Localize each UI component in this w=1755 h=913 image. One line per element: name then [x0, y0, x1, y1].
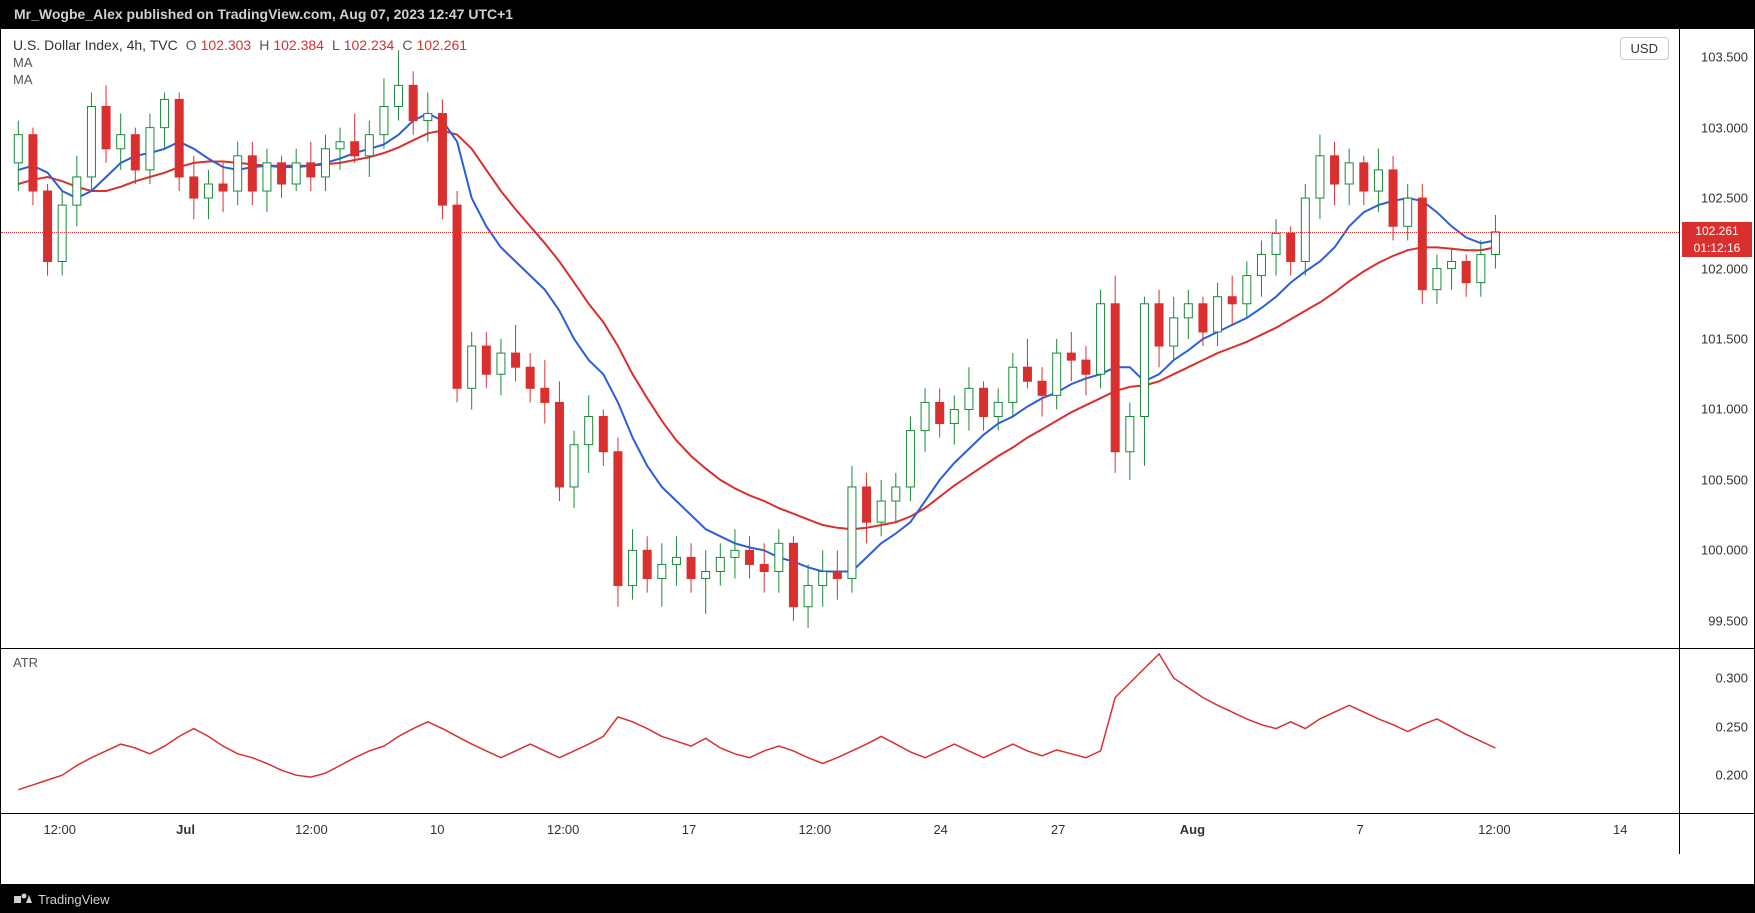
current-price-badge: 102.261 — [1682, 222, 1752, 240]
main-price-chart[interactable]: U.S. Dollar Index, 4h, TVC O 102.303 H 1… — [1, 29, 1679, 649]
atr-svg — [1, 649, 1679, 814]
time-tick: 10 — [430, 822, 444, 837]
time-tick: 24 — [933, 822, 947, 837]
atr-tick: 0.250 — [1715, 719, 1748, 734]
tradingview-logo-icon — [14, 893, 32, 905]
chart-container: U.S. Dollar Index, 4h, TVC O 102.303 H 1… — [0, 28, 1755, 885]
publish-text: Mr_Wogbe_Alex published on TradingView.c… — [14, 6, 513, 22]
time-tick: 14 — [1613, 822, 1627, 837]
footer-bar: TradingView — [0, 885, 1755, 913]
time-tick: 17 — [682, 822, 696, 837]
time-tick: 12:00 — [547, 822, 580, 837]
atr-tick: 0.200 — [1715, 768, 1748, 783]
price-tick: 100.500 — [1701, 472, 1748, 487]
time-tick: Aug — [1180, 822, 1205, 837]
publish-header: Mr_Wogbe_Alex published on TradingView.c… — [0, 0, 1755, 28]
time-tick: 12:00 — [295, 822, 328, 837]
time-tick: Jul — [176, 822, 195, 837]
ohlc-h-value: 102.384 — [273, 37, 324, 53]
candlestick-svg — [1, 29, 1679, 649]
price-tick: 103.500 — [1701, 50, 1748, 65]
current-price-line — [1, 232, 1679, 233]
symbol-title: U.S. Dollar Index, 4h, TVC — [13, 37, 178, 53]
price-tick: 102.000 — [1701, 261, 1748, 276]
atr-indicator-chart[interactable]: ATR — [1, 649, 1679, 814]
time-tick: 27 — [1051, 822, 1065, 837]
ohlc-l-value: 102.234 — [344, 37, 395, 53]
price-tick: 101.000 — [1701, 402, 1748, 417]
ohlc-c-value: 102.261 — [416, 37, 467, 53]
time-axis-corner — [1679, 814, 1754, 854]
time-axis[interactable]: 12:00 Jul 12:00 10 12:00 17 12:00 24 27 Aug 7 12:00… — [1, 814, 1679, 854]
time-tick: 12:00 — [1478, 822, 1511, 837]
price-axis[interactable]: 99.500 100.000 100.500 101.000 101.500 102.00… — [1679, 29, 1754, 649]
ohlc-o-label: O — [186, 37, 197, 53]
atr-axis[interactable]: 0.200 0.250 0.300 — [1679, 649, 1754, 814]
ohlc-c-label: C — [402, 37, 412, 53]
price-tick: 99.500 — [1708, 613, 1748, 628]
chart-legend: U.S. Dollar Index, 4h, TVC O 102.303 H 1… — [13, 37, 467, 89]
time-tick: 12:00 — [799, 822, 832, 837]
ohlc-h-label: H — [259, 37, 269, 53]
ma1-label: MA — [13, 55, 33, 70]
time-tick: 7 — [1357, 822, 1364, 837]
price-tick: 103.000 — [1701, 120, 1748, 135]
currency-badge[interactable]: USD — [1620, 37, 1669, 60]
countdown-badge: 01:12:16 — [1682, 239, 1752, 257]
ohlc-o-value: 102.303 — [201, 37, 252, 53]
price-tick: 101.500 — [1701, 332, 1748, 347]
atr-tick: 0.300 — [1715, 671, 1748, 686]
price-tick: 100.000 — [1701, 543, 1748, 558]
ohlc-l-label: L — [332, 37, 340, 53]
tradingview-logo-text: TradingView — [38, 892, 110, 907]
price-tick: 102.500 — [1701, 191, 1748, 206]
atr-label: ATR — [13, 655, 38, 670]
time-tick: 12:00 — [43, 822, 76, 837]
ma2-label: MA — [13, 72, 33, 87]
